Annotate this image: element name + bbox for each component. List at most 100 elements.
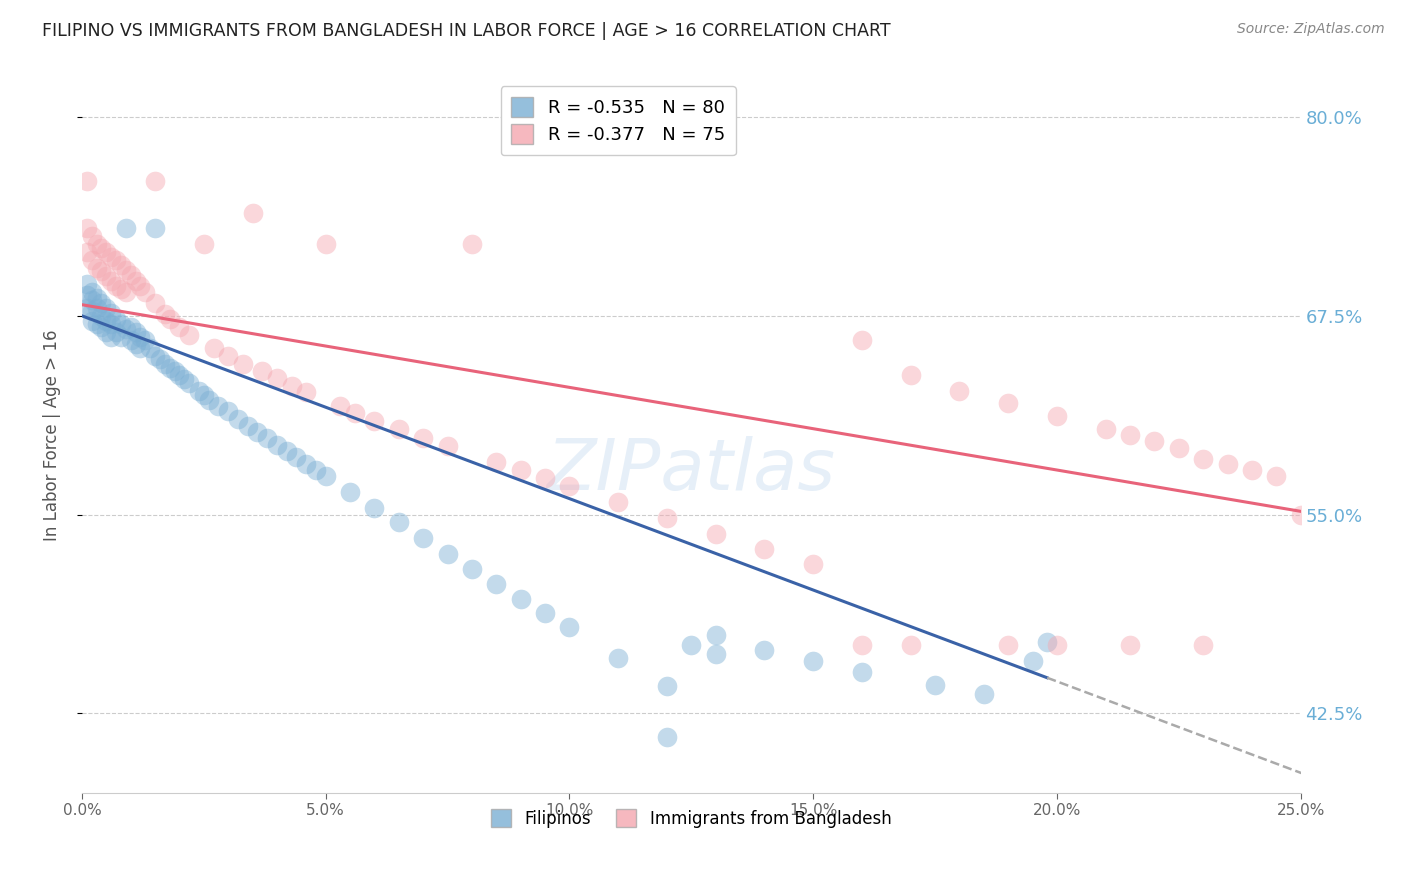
Point — [607, 650, 630, 665]
Point — [534, 471, 557, 485]
Text: ZIPatlas: ZIPatlas — [547, 436, 835, 505]
Point — [76, 288, 98, 302]
Point — [851, 333, 873, 347]
Point — [217, 349, 239, 363]
Point — [1143, 434, 1166, 449]
Point — [76, 277, 98, 291]
Point — [197, 393, 219, 408]
Point — [149, 351, 172, 366]
Point — [461, 237, 484, 252]
Point — [461, 561, 484, 575]
Point — [509, 463, 531, 477]
Point — [80, 253, 103, 268]
Point — [232, 357, 254, 371]
Point — [363, 501, 385, 516]
Point — [120, 333, 142, 347]
Point — [266, 437, 288, 451]
Point — [193, 388, 215, 402]
Point — [655, 510, 678, 524]
Point — [900, 368, 922, 382]
Point — [114, 285, 136, 299]
Point — [1265, 469, 1288, 483]
Point — [436, 547, 458, 561]
Point — [202, 341, 225, 355]
Point — [96, 301, 118, 315]
Point — [105, 312, 128, 326]
Point — [80, 304, 103, 318]
Point — [295, 457, 318, 471]
Point — [100, 306, 122, 320]
Point — [305, 463, 328, 477]
Point — [76, 245, 98, 260]
Point — [159, 361, 181, 376]
Point — [143, 349, 166, 363]
Point — [124, 325, 146, 339]
Point — [105, 253, 128, 268]
Point — [266, 371, 288, 385]
Point — [973, 687, 995, 701]
Point — [655, 730, 678, 744]
Point — [246, 425, 269, 439]
Point — [242, 205, 264, 219]
Point — [76, 301, 98, 315]
Point — [1119, 428, 1142, 442]
Point — [412, 532, 434, 546]
Point — [1094, 422, 1116, 436]
Point — [343, 406, 366, 420]
Point — [485, 455, 508, 469]
Point — [217, 404, 239, 418]
Point — [80, 293, 103, 307]
Point — [120, 268, 142, 282]
Point — [900, 638, 922, 652]
Point — [207, 400, 229, 414]
Point — [704, 628, 727, 642]
Point — [754, 642, 776, 657]
Point — [129, 341, 152, 355]
Point — [139, 341, 162, 355]
Point — [534, 606, 557, 620]
Point — [924, 677, 946, 691]
Point — [100, 317, 122, 331]
Point — [143, 221, 166, 235]
Point — [105, 325, 128, 339]
Point — [80, 285, 103, 299]
Point — [285, 450, 308, 465]
Point — [1192, 638, 1215, 652]
Point — [143, 174, 166, 188]
Point — [1021, 654, 1043, 668]
Point — [169, 320, 191, 334]
Point — [80, 313, 103, 327]
Point — [997, 396, 1019, 410]
Legend: Filipinos, Immigrants from Bangladesh: Filipinos, Immigrants from Bangladesh — [485, 803, 898, 834]
Point — [105, 278, 128, 293]
Point — [114, 262, 136, 277]
Point — [163, 364, 186, 378]
Point — [363, 414, 385, 428]
Point — [110, 282, 132, 296]
Point — [100, 274, 122, 288]
Point — [276, 444, 298, 458]
Point — [1046, 638, 1069, 652]
Point — [704, 526, 727, 541]
Point — [1167, 441, 1189, 455]
Point — [558, 620, 581, 634]
Point — [134, 333, 156, 347]
Point — [96, 245, 118, 260]
Point — [655, 679, 678, 693]
Point — [558, 479, 581, 493]
Point — [851, 665, 873, 679]
Point — [110, 258, 132, 272]
Point — [754, 542, 776, 557]
Point — [100, 329, 122, 343]
Point — [388, 422, 411, 436]
Point — [124, 337, 146, 351]
Point — [704, 648, 727, 662]
Point — [851, 638, 873, 652]
Point — [96, 269, 118, 284]
Point — [388, 516, 411, 530]
Point — [339, 485, 361, 500]
Point — [86, 237, 108, 252]
Point — [90, 296, 112, 310]
Point — [90, 264, 112, 278]
Point — [110, 329, 132, 343]
